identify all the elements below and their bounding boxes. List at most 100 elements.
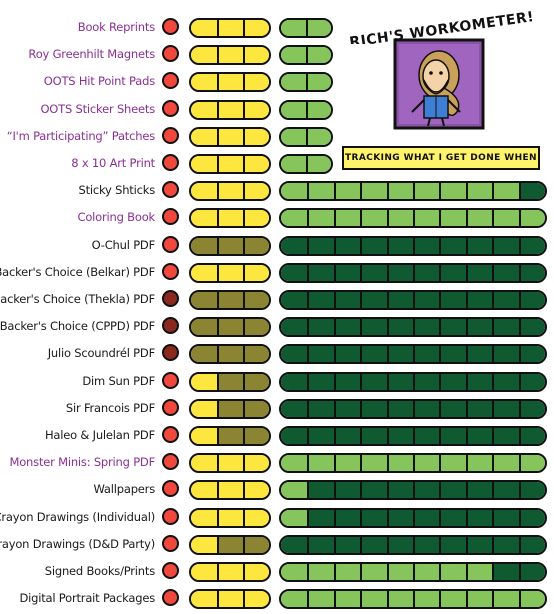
progress-segment xyxy=(281,455,308,472)
progress-segment xyxy=(386,237,413,254)
product-row: Roy Greenhilt Magnets xyxy=(0,42,554,69)
product-row: Sir Francois PDF xyxy=(0,396,554,423)
stage-meter xyxy=(189,398,271,419)
stage-segment xyxy=(217,455,243,472)
stage-segment xyxy=(191,47,217,64)
stage-segment xyxy=(191,564,217,580)
progress-segment xyxy=(465,591,493,608)
progress-meter xyxy=(279,181,547,202)
progress-segment xyxy=(386,428,413,444)
progress-segment xyxy=(412,455,440,472)
product-row: Wallpapers xyxy=(0,477,554,504)
progress-segment xyxy=(492,373,519,390)
progress-meter xyxy=(279,317,547,338)
product-label: Sir Francois PDF xyxy=(65,400,155,415)
progress-meter xyxy=(279,18,333,38)
stage-segment xyxy=(217,346,243,363)
status-indicator xyxy=(162,99,179,117)
stage-segment xyxy=(243,455,269,472)
progress-segment xyxy=(360,455,387,472)
stage-segment xyxy=(243,292,269,308)
stage-segment xyxy=(217,74,243,91)
progress-segment xyxy=(386,509,413,526)
status-indicator xyxy=(162,589,179,607)
progress-segment xyxy=(360,536,387,553)
progress-segment xyxy=(281,564,308,580)
stage-segment xyxy=(191,591,217,608)
status-indicator xyxy=(162,398,179,416)
progress-segment xyxy=(360,319,387,336)
product-row: Monster Minis: Spring PDF xyxy=(0,450,554,477)
progress-segment xyxy=(281,482,308,499)
progress-segment xyxy=(412,482,440,499)
progress-segment xyxy=(465,237,493,254)
progress-segment xyxy=(412,292,440,308)
product-row: Coloring Book xyxy=(0,205,554,232)
progress-segment xyxy=(465,346,493,363)
progress-segment xyxy=(333,319,361,336)
progress-segment xyxy=(492,591,519,608)
stage-meter xyxy=(189,480,271,501)
progress-segment xyxy=(439,373,466,390)
progress-segment xyxy=(518,400,545,417)
progress-segment xyxy=(333,237,361,254)
progress-segment xyxy=(281,509,308,526)
progress-segment xyxy=(360,428,387,444)
progress-meter xyxy=(279,507,547,528)
tagline: TRACKING WHAT I GET DONE WHEN xyxy=(342,146,540,170)
status-indicator xyxy=(162,317,179,335)
progress-segment xyxy=(439,346,466,363)
status-indicator xyxy=(162,507,179,525)
progress-segment xyxy=(307,346,334,363)
status-indicator xyxy=(162,290,179,307)
product-label: Coloring Book xyxy=(77,210,156,225)
progress-segment xyxy=(307,400,334,417)
progress-segment xyxy=(492,564,519,580)
product-row: Backer's Choice (Thekla) PDF xyxy=(0,287,554,314)
progress-segment xyxy=(439,210,466,227)
progress-segment xyxy=(281,373,308,390)
progress-meter xyxy=(279,480,547,501)
stage-segment xyxy=(191,319,217,336)
product-label: Signed Books/Prints xyxy=(44,564,155,578)
product-row: Signed Books/Prints xyxy=(0,559,554,586)
progress-segment xyxy=(333,564,361,580)
progress-segment xyxy=(465,319,493,336)
product-label: OOTS Sticker Sheets xyxy=(40,101,155,116)
progress-segment xyxy=(518,264,545,281)
status-indicator xyxy=(162,453,179,471)
progress-segment xyxy=(439,319,466,336)
progress-meter xyxy=(279,453,547,474)
stage-segment xyxy=(217,428,243,444)
progress-segment xyxy=(412,536,440,553)
stage-segment xyxy=(217,319,243,336)
stage-segment xyxy=(217,264,243,281)
progress-segment xyxy=(465,536,493,553)
stage-segment xyxy=(191,264,217,281)
product-row: Haleo & Julelan PDF xyxy=(0,423,554,450)
progress-segment xyxy=(281,101,306,118)
stage-segment xyxy=(217,536,243,553)
product-label: Backer's Choice (CPPD) PDF xyxy=(0,319,155,334)
stage-meter xyxy=(189,72,271,93)
progress-segment xyxy=(333,210,361,227)
progress-segment xyxy=(281,591,308,608)
progress-segment xyxy=(281,210,308,227)
stage-segment xyxy=(243,319,269,336)
progress-segment xyxy=(360,400,387,417)
progress-meter xyxy=(279,344,547,365)
progress-meter xyxy=(279,290,547,310)
stage-meter xyxy=(189,589,271,610)
product-label: Haleo & Julelan PDF xyxy=(44,428,155,442)
stage-segment xyxy=(243,20,269,36)
progress-segment xyxy=(439,564,466,580)
stage-meter xyxy=(189,453,271,474)
progress-segment xyxy=(360,346,387,363)
progress-segment xyxy=(281,128,306,145)
stage-segment xyxy=(191,509,217,526)
status-indicator xyxy=(162,480,179,498)
progress-meter xyxy=(279,534,547,555)
stage-segment xyxy=(217,292,243,308)
progress-segment xyxy=(360,591,387,608)
progress-meter xyxy=(279,45,333,66)
